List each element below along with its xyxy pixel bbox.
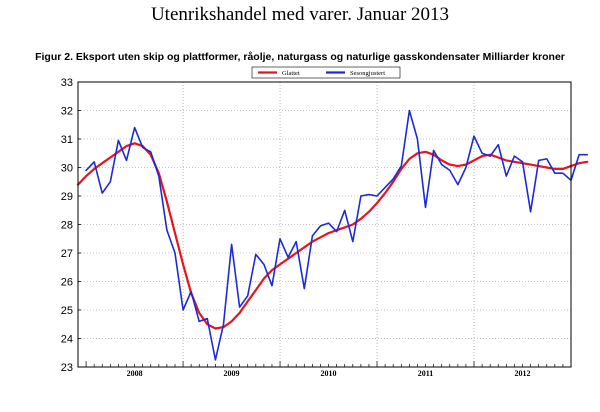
x-axis: 2008 2009 2010 2011 2012: [77, 361, 572, 378]
page-title: Utenrikshandel med varer. Januar 2013: [150, 4, 450, 25]
x-tick-label: 2008: [127, 369, 143, 378]
y-tick-label: 23: [61, 362, 73, 374]
x-tick-label: 2010: [321, 369, 337, 378]
y-tick-label: 31: [61, 134, 73, 146]
y-tick-label: 27: [61, 248, 73, 260]
x-tick-label: 2011: [418, 369, 434, 378]
figure-caption: Figur 2. Eksport uten skip og plattforme…: [35, 51, 565, 63]
y-tick-label: 28: [61, 220, 73, 232]
y-tick-label: 26: [61, 277, 73, 289]
series-line-sesongjustert: [85, 109, 589, 361]
legend-label-sesongjustert: Sesongjustert: [350, 70, 385, 77]
series-line-glattet: [76, 142, 589, 330]
legend-label-glattet: Glattet: [282, 70, 300, 77]
y-tick-label: 29: [61, 191, 73, 203]
y-axis: 23 24 25 26 27 28 29 30 31 32 33: [61, 77, 81, 374]
gridlines: [78, 82, 571, 367]
series-layer: [76, 109, 589, 361]
y-tick-label: 25: [61, 305, 73, 317]
x-tick-label: 2012: [515, 369, 531, 378]
y-tick-label: 24: [61, 334, 73, 346]
legend: Glattet Sesongjustert: [251, 66, 401, 79]
x-tick-label: 2009: [224, 369, 240, 378]
y-tick-label: 30: [61, 163, 73, 175]
y-tick-label: 32: [61, 106, 73, 118]
y-tick-label: 33: [61, 77, 73, 89]
